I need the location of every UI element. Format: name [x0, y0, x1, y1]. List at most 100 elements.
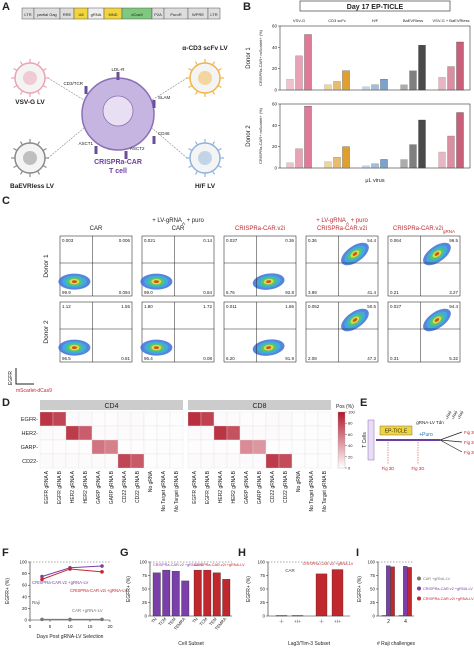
construct-label: RRE — [63, 12, 72, 17]
column-label: GARP gRNA B — [257, 470, 263, 504]
heatmap-cell — [117, 453, 132, 469]
virus-label: VSV-G LV — [15, 99, 45, 106]
heatmap-cell — [265, 411, 280, 427]
bar — [398, 615, 404, 617]
heatmap-cell — [252, 439, 267, 455]
bar — [403, 566, 408, 617]
receptor-label: CD3/TCR — [63, 81, 83, 86]
heatmap-cell — [52, 439, 67, 455]
x-tick-label: TCM — [157, 616, 167, 627]
bar — [362, 86, 370, 91]
legend-tick-label: 20 — [348, 454, 353, 459]
legend-tick-label: 80 — [348, 421, 353, 426]
column-label: HER2 gRNA A — [218, 470, 224, 503]
heatmap-cell — [265, 439, 280, 455]
bar — [342, 70, 350, 91]
heatmap-cell — [226, 439, 241, 455]
quadrant-value: 5.32 — [449, 356, 458, 361]
quadrant-value: 50.5 — [367, 304, 376, 309]
heatmap-cell — [91, 411, 106, 427]
heatmap-cell — [317, 453, 332, 469]
point — [68, 567, 72, 571]
cell-label: T cell — [109, 168, 127, 175]
heatmap-cell — [187, 411, 202, 427]
quadrant-value: 0.094 — [119, 290, 131, 295]
column-label: CD22 gRNA B — [135, 470, 141, 503]
quadrant-value: 94.4 — [449, 304, 458, 309]
column-label: GARP gRNA B — [109, 470, 115, 504]
x-tick-label: +/+ — [294, 619, 301, 624]
heatmap-cell — [291, 425, 306, 441]
receptor — [94, 146, 98, 154]
x-tick-label: TN — [150, 616, 158, 624]
quadrant-value: 0.027 — [390, 304, 402, 309]
receptor — [152, 136, 156, 144]
header-part: + LV-gRNA — [316, 218, 346, 224]
virus-label: α-CD3 scFv LV — [182, 45, 228, 52]
virus-core — [198, 151, 212, 165]
heatmap-cell — [156, 425, 171, 441]
heatmap-cell — [143, 411, 158, 427]
construct-label: PuroR — [170, 12, 181, 17]
series-label: CRISPRa-CAR.v2i +gRNA-LV — [70, 588, 127, 593]
donor-label: Donor 1 — [43, 254, 50, 278]
heatmap-cell — [130, 411, 145, 427]
quadrant-value: 3.27 — [449, 290, 458, 295]
receptor — [124, 151, 128, 159]
heatmap-cell — [156, 411, 171, 427]
heatmap-cell — [317, 425, 332, 441]
legend-tick-label: 100 — [348, 410, 355, 415]
panel-letter: F — [2, 547, 9, 559]
y-tick-label: 25 — [142, 600, 148, 605]
heatmap-cell — [304, 425, 319, 441]
heatmap-cell — [278, 439, 293, 455]
heatmap-cell — [104, 411, 119, 427]
quadrant-value: 1.80 — [144, 304, 153, 309]
virus-label: H/F LV — [195, 183, 216, 190]
arrow — [47, 127, 85, 159]
point — [68, 617, 72, 622]
bar — [203, 569, 212, 617]
heatmap-cell — [213, 439, 228, 455]
construct-label: WPRE — [192, 12, 204, 17]
legend-marker — [417, 596, 421, 601]
panel-letter: D — [2, 397, 10, 409]
x-tick-label: -/- — [279, 619, 284, 624]
bar — [380, 79, 388, 91]
y-tick-label: 100 — [257, 560, 265, 565]
x-tick-label: TEM — [208, 616, 218, 626]
y-tick-label: 60 — [272, 102, 278, 107]
title-box — [299, 0, 451, 12]
heatmap-cell — [291, 453, 306, 469]
heatmap-cell — [213, 411, 228, 427]
group-label: CRISPRa-CAR.v2i +gRNA-LV — [303, 562, 354, 566]
bar — [304, 105, 312, 169]
heatmap-cell — [239, 411, 254, 427]
panel-letter: C — [2, 195, 10, 207]
y-tick-label: 40 — [272, 45, 278, 50]
step-label: gRNA-LV Tdn — [416, 420, 444, 425]
bar — [333, 81, 341, 91]
quadrant-value: 47.3 — [367, 356, 376, 361]
heatmap-cell — [91, 439, 106, 455]
bar — [304, 34, 312, 91]
point — [40, 617, 44, 622]
quadrant-value: 0.08 — [203, 356, 212, 361]
heatmap-cell — [156, 453, 171, 469]
quadrant-value: 0.011 — [226, 304, 237, 309]
heatmap-cell — [104, 439, 119, 455]
density — [434, 252, 440, 256]
heatmap-cell — [187, 425, 202, 441]
legend-label: CRISPRa-CAR.v2 +gRNA-LV — [423, 587, 473, 591]
quadrant-value: 0.14 — [203, 238, 212, 243]
bar — [409, 70, 417, 91]
heatmap-cell — [200, 411, 215, 427]
x-axis-label: Lag3/Tim-3 Subset — [288, 641, 331, 647]
row-label: EGFR- — [21, 417, 38, 423]
y-tick-label: 25 — [370, 600, 376, 605]
heatmap-cell — [252, 411, 267, 427]
column-label: No Target gRNA A — [309, 470, 315, 511]
y-tick-label: 0 — [372, 614, 375, 619]
heatmap-cell — [39, 425, 54, 441]
